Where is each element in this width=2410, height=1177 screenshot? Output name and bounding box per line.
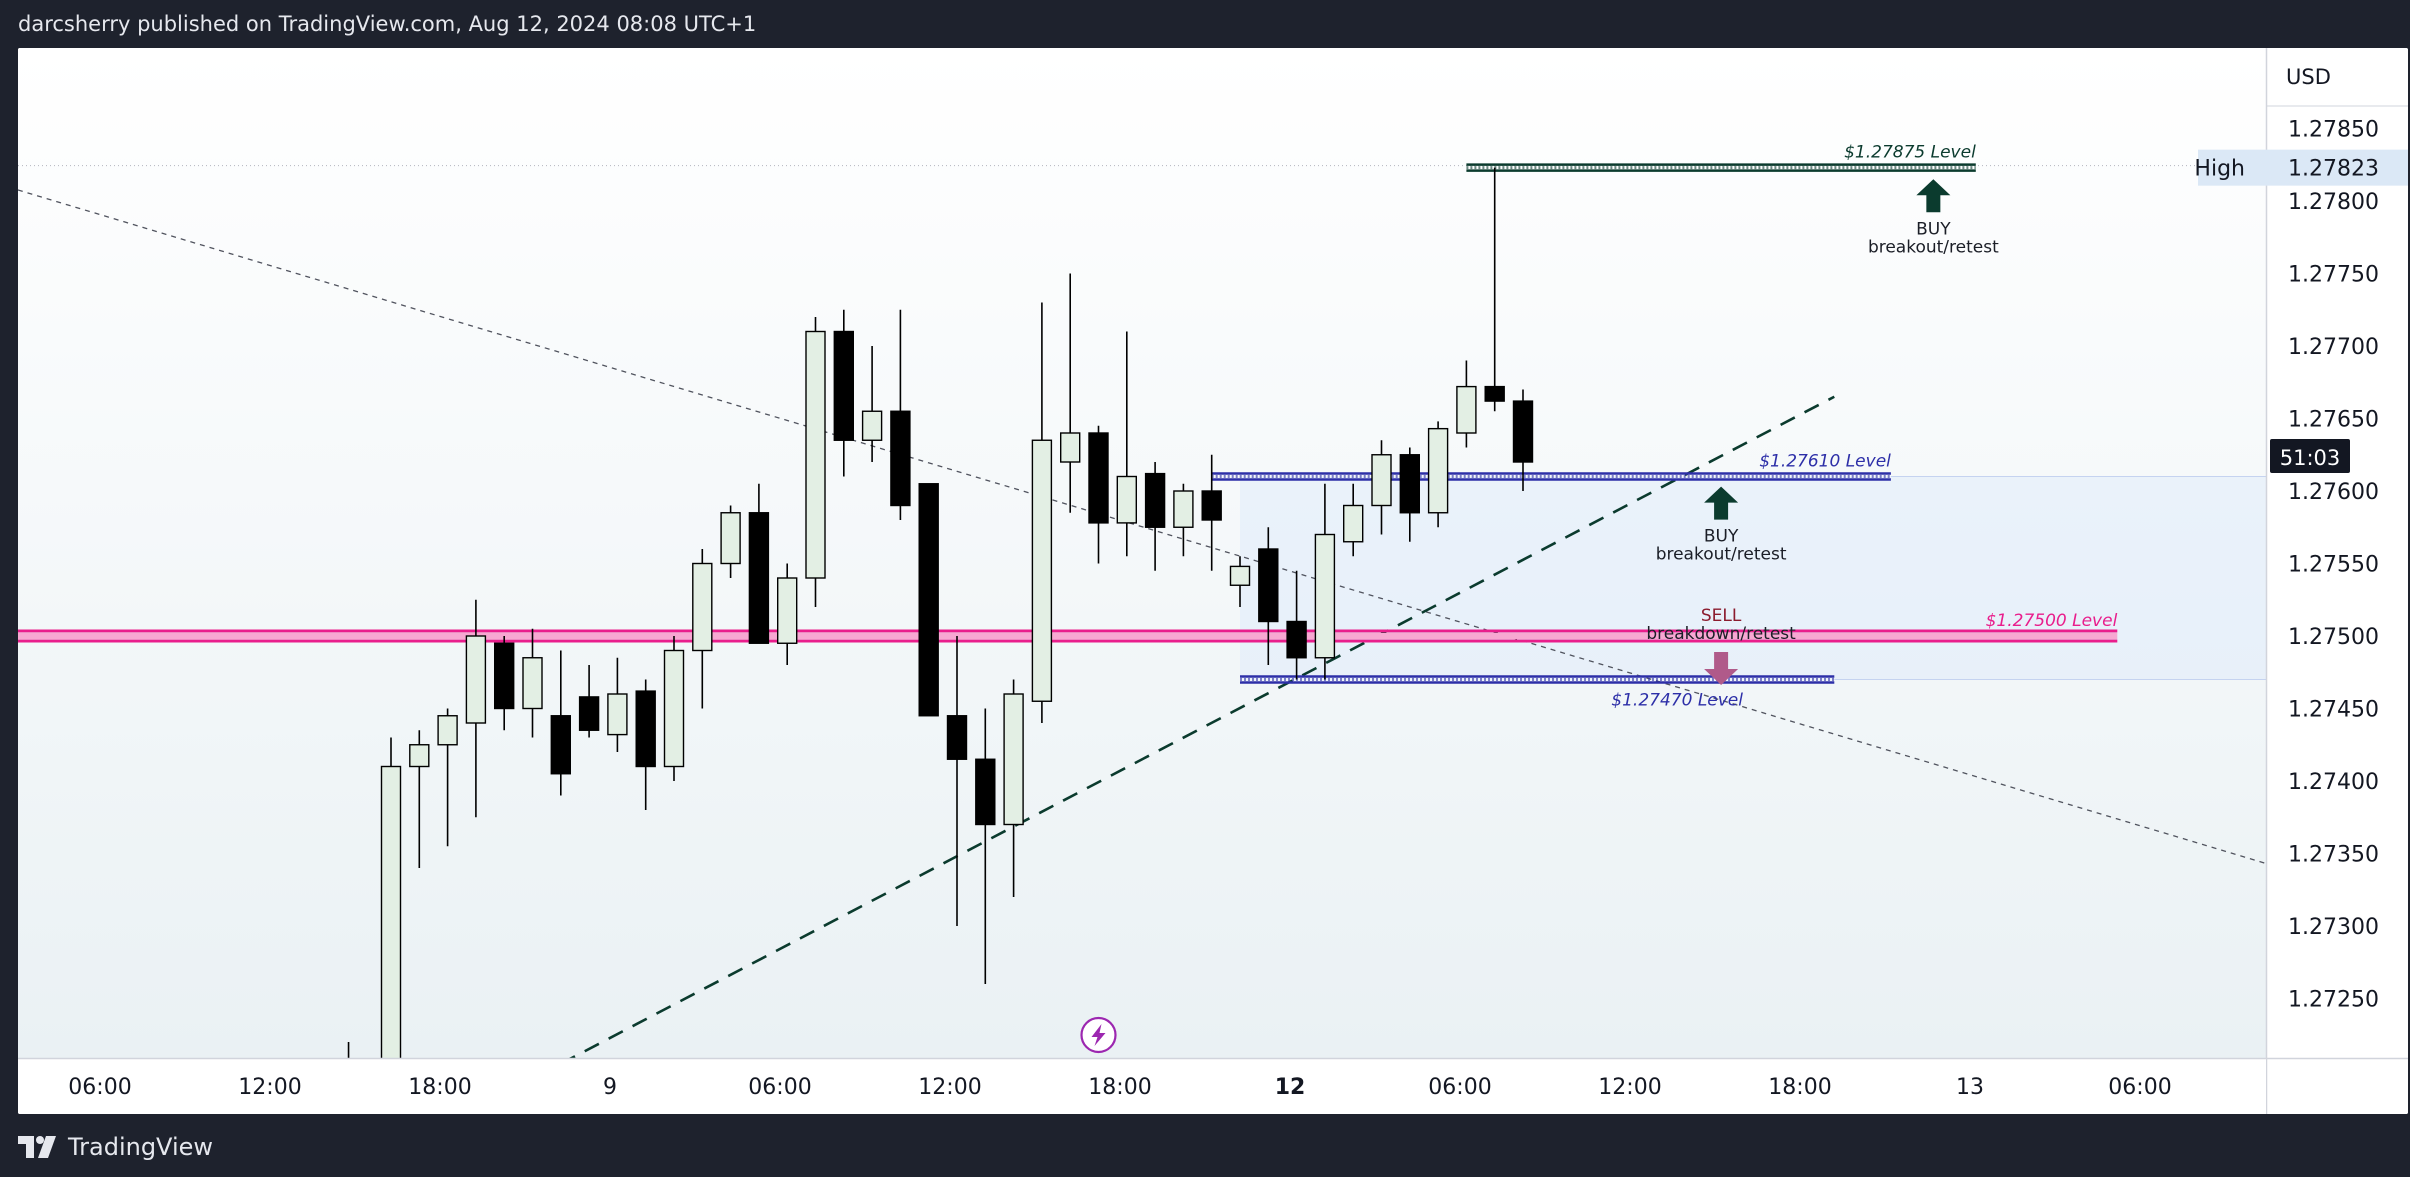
bullish-candle[interactable] [465, 635, 487, 724]
publish-line: darcsherry published on TradingView.com,… [18, 12, 757, 36]
bearish-candle[interactable] [918, 483, 939, 717]
bearish-candle[interactable] [494, 642, 515, 710]
sell-arrow-icon [1704, 652, 1739, 685]
sell-sublabel: breakdown/retest [1646, 624, 1796, 644]
bearish-candle[interactable] [890, 410, 911, 507]
buy-sublabel: breakout/retest [1868, 237, 1999, 257]
bearish-candle[interactable] [946, 715, 968, 760]
x-tick-label: 06:00 [2108, 1075, 2171, 1100]
candlestick-chart[interactable]: $1.27875 Level $1.27610 Level $1.27470 Lev… [18, 48, 2408, 1114]
bullish-candle[interactable] [1427, 427, 1449, 514]
bearish-candle[interactable] [1512, 400, 1534, 463]
level-label: $1.27470 Level [1611, 691, 1743, 711]
trendline-dashed[interactable] [560, 395, 1835, 1065]
x-tick-label: 12:00 [1598, 1075, 1661, 1100]
bullish-candle[interactable] [1371, 454, 1392, 507]
x-tick-label: 12:00 [918, 1075, 981, 1100]
bullish-candle[interactable] [663, 649, 685, 768]
level-label: $1.27500 Level [1986, 611, 2118, 631]
x-tick-label: 13 [1956, 1075, 1984, 1100]
tradingview-logo[interactable]: TradingView [18, 1130, 213, 1164]
buy-label: BUY [1916, 219, 1951, 239]
buy-arrow-icon [1704, 486, 1739, 520]
y-tick-label: 1.27250 [2288, 988, 2379, 1013]
time-axis[interactable] [18, 1058, 2266, 1114]
bullish-candle[interactable] [777, 577, 798, 644]
y-tick-label: 1.27450 [2288, 698, 2379, 723]
y-tick-label: 1.27600 [2288, 480, 2379, 505]
price-axis[interactable] [2266, 48, 2408, 1114]
level-label: $1.27610 Level [1759, 452, 1891, 472]
high-label: High [2194, 157, 2245, 182]
bearish-candle[interactable] [1399, 454, 1421, 514]
lightning-glyph [1091, 1024, 1106, 1046]
bearish-candle[interactable] [1286, 620, 1307, 659]
bearish-candle[interactable] [1201, 490, 1222, 521]
bullish-candle[interactable] [1229, 565, 1251, 586]
countdown-label: 51:03 [2280, 446, 2341, 470]
bearish-candle[interactable] [833, 330, 854, 441]
x-tick-label: 12:00 [238, 1075, 301, 1100]
countdown-badge [2270, 439, 2350, 473]
x-tick-label: 06:00 [748, 1075, 811, 1100]
bullish-candle[interactable] [1314, 533, 1336, 659]
publish-header: darcsherry published on TradingView.com,… [0, 0, 2410, 48]
bullish-candle[interactable] [1003, 693, 1024, 826]
bullish-candle[interactable] [409, 744, 430, 768]
buy-arrow-icon [1916, 179, 1951, 213]
bullish-candle[interactable] [805, 330, 826, 579]
y-tick-label: 1.27500 [2288, 625, 2379, 650]
y-tick-label: 1.27400 [2288, 770, 2379, 795]
y-tick-label: 1.27550 [2288, 553, 2379, 578]
bullish-candle[interactable] [1173, 490, 1194, 528]
sell-label: SELL [1701, 606, 1742, 626]
x-tick-label: 9 [603, 1075, 617, 1100]
y-tick-label: 1.27300 [2288, 915, 2379, 940]
bullish-candle[interactable] [607, 693, 628, 736]
bullish-candle[interactable] [1456, 385, 1477, 434]
bullish-candle[interactable] [437, 715, 458, 746]
y-tick-label: 1.27700 [2288, 335, 2379, 360]
x-tick-label: 12 [1275, 1075, 1306, 1100]
y-tick-label: 1.27750 [2288, 263, 2379, 288]
level-label: $1.27875 Level [1844, 143, 1976, 163]
bullish-candle[interactable] [522, 657, 543, 710]
y-tick-label: 1.27850 [2288, 118, 2379, 143]
bearish-candle[interactable] [748, 512, 770, 644]
footer [0, 1114, 2410, 1177]
bearish-candle[interactable] [1088, 432, 1109, 524]
bearish-candle[interactable] [578, 696, 600, 731]
y-tick-label: 1.27800 [2288, 190, 2379, 215]
x-tick-label: 18:00 [1088, 1075, 1151, 1100]
bearish-candle[interactable] [1144, 472, 1166, 528]
buy-label: BUY [1704, 527, 1739, 547]
chart-area[interactable]: $1.27875 Level $1.27610 Level $1.27470 Lev… [18, 48, 2408, 1114]
buy-sublabel: breakout/retest [1656, 545, 1787, 565]
bullish-candle[interactable] [861, 410, 883, 441]
bearish-candle[interactable] [1258, 548, 1279, 623]
y-tick-label: 1.27650 [2288, 408, 2379, 433]
bearish-candle[interactable] [635, 690, 656, 768]
high-value-label: 1.27823 [2288, 157, 2379, 182]
bullish-candle[interactable] [380, 765, 402, 1101]
bullish-candle[interactable] [1059, 432, 1081, 463]
high-badge [2198, 149, 2408, 186]
currency-label[interactable]: USD [2286, 65, 2331, 89]
tradingview-brand: TradingView [68, 1133, 214, 1161]
bullish-candle[interactable] [1116, 475, 1138, 524]
bullish-candle[interactable] [692, 562, 713, 652]
range-zone [1240, 476, 2266, 680]
tradingview-logo-icon [18, 1136, 56, 1158]
y-tick-label: 1.27350 [2288, 843, 2379, 868]
bullish-candle[interactable] [720, 512, 741, 565]
bullish-candle[interactable] [1342, 504, 1364, 543]
bearish-candle[interactable] [550, 715, 571, 775]
x-tick-label: 18:00 [408, 1075, 471, 1100]
x-tick-label: 18:00 [1768, 1075, 1831, 1100]
bearish-candle[interactable] [1484, 385, 1505, 402]
bullish-candle[interactable] [1031, 439, 1053, 702]
x-tick-label: 06:00 [68, 1075, 131, 1100]
bearish-candle[interactable] [975, 758, 996, 826]
x-tick-label: 06:00 [1428, 1075, 1491, 1100]
